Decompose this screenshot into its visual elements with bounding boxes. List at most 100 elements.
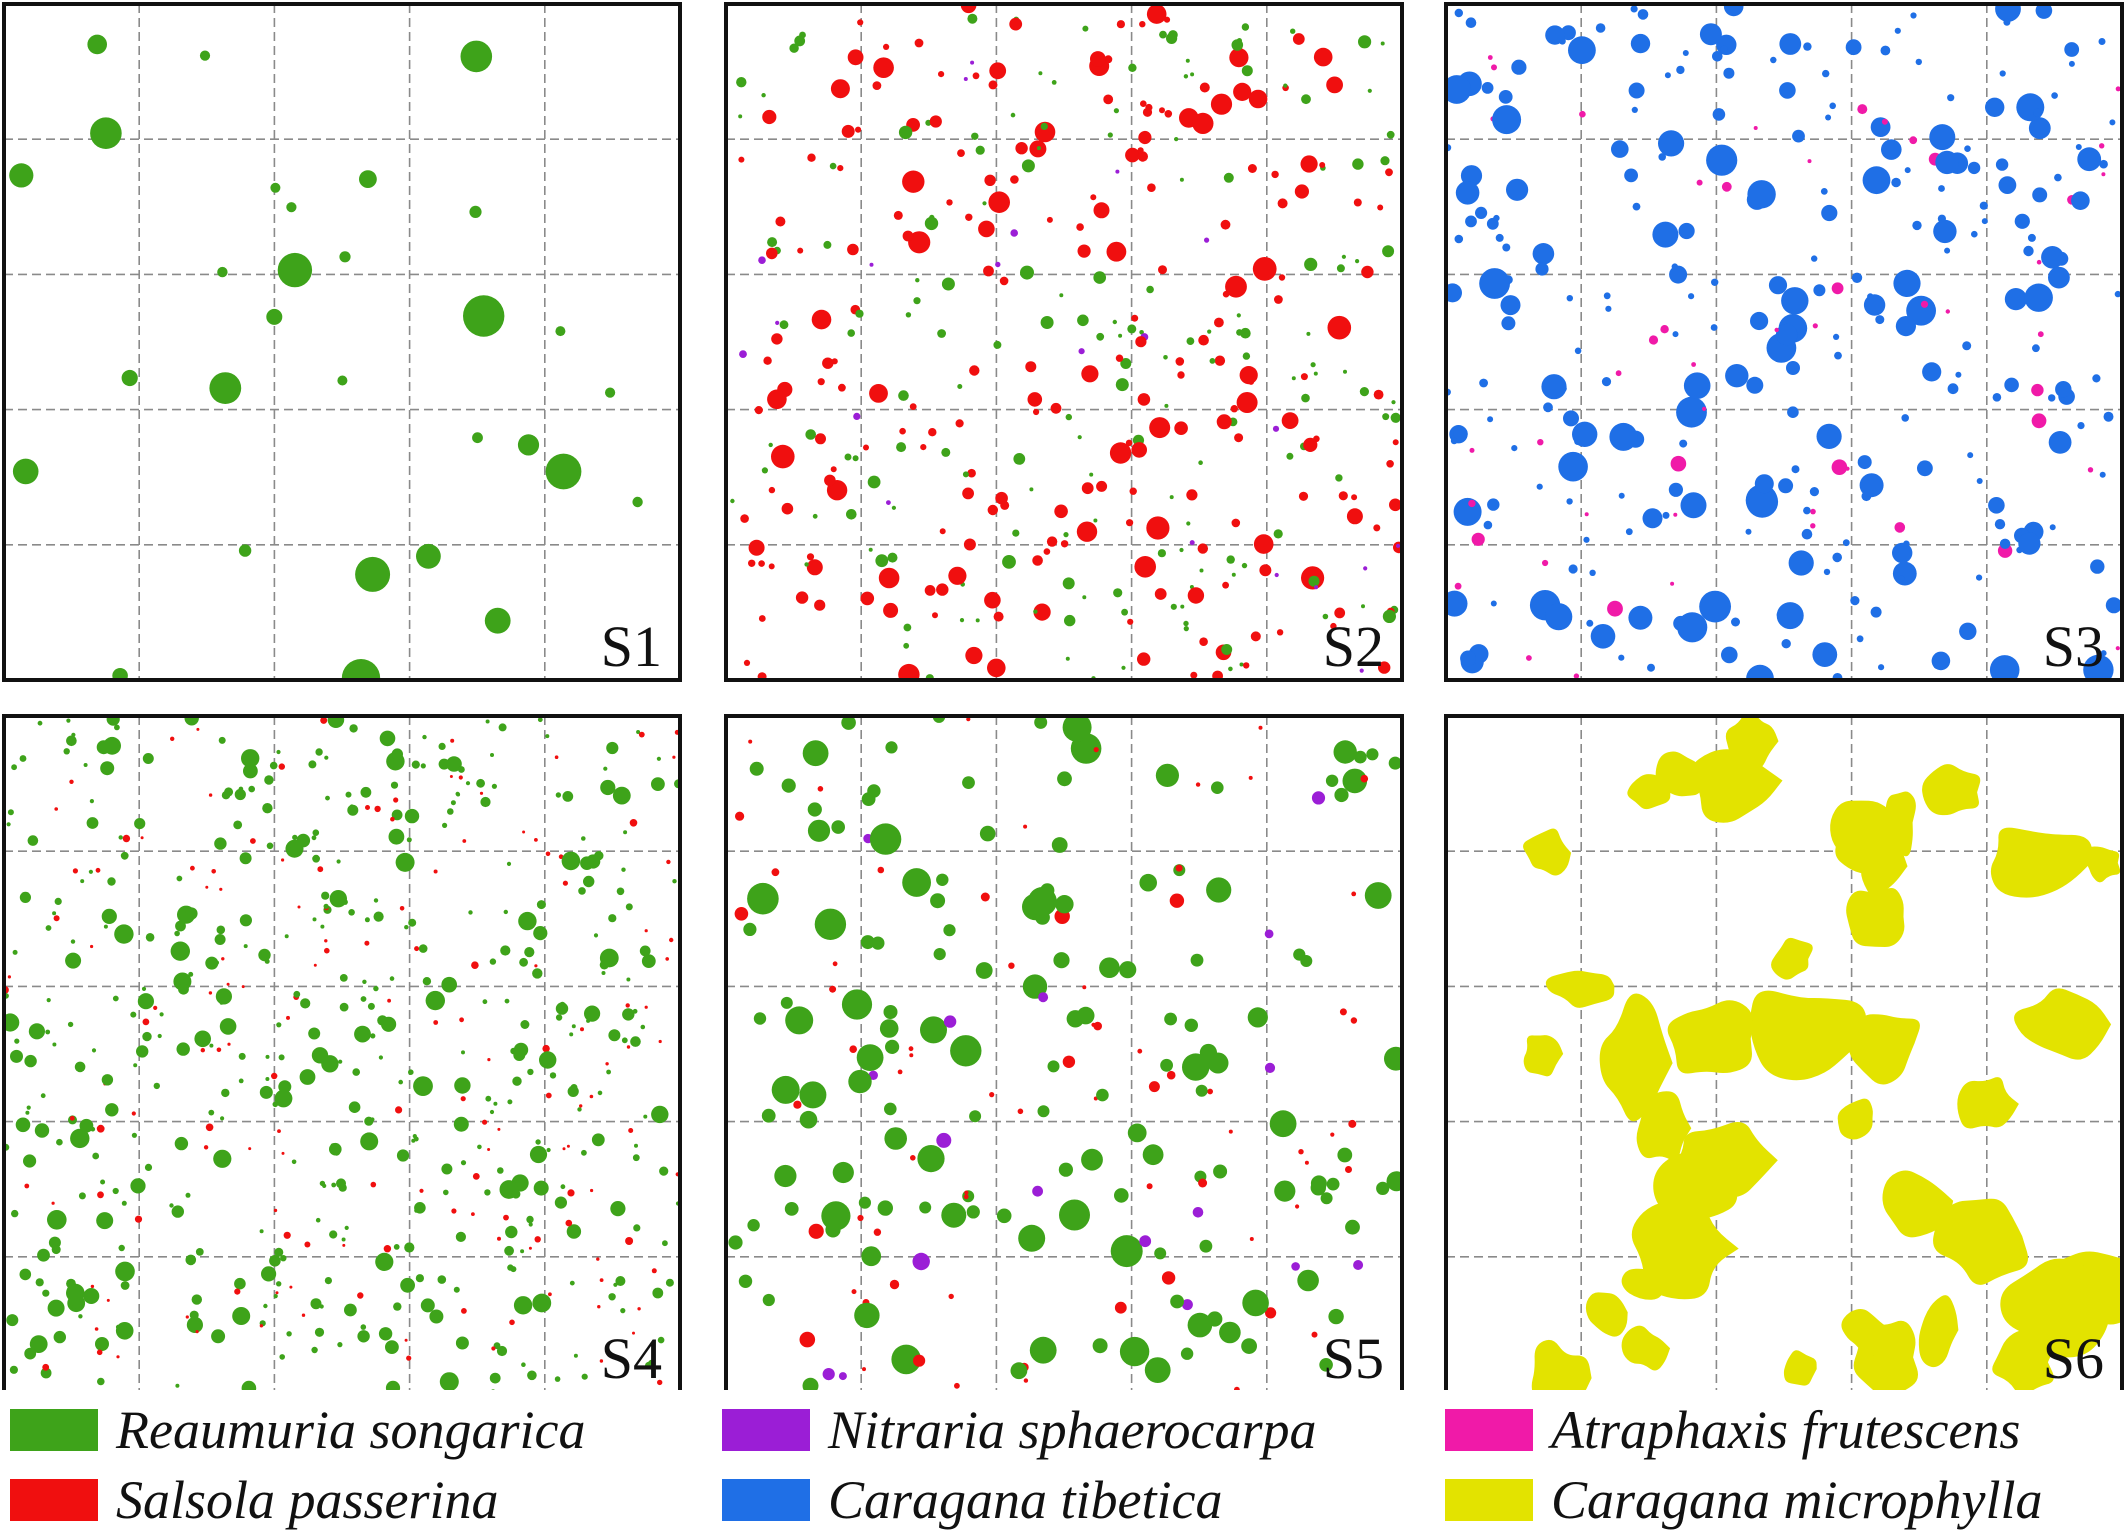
- point-marker: [276, 1281, 282, 1287]
- markers-s6: [1523, 716, 2122, 1390]
- point-marker: [615, 1276, 626, 1286]
- patch-marker: [1599, 993, 1673, 1122]
- point-marker: [1989, 655, 2020, 680]
- point-marker: [1988, 497, 2005, 514]
- point-marker: [1821, 204, 1838, 222]
- point-marker: [391, 809, 403, 821]
- point-marker: [1803, 42, 1812, 51]
- point-marker: [338, 1183, 347, 1192]
- point-marker: [121, 1200, 127, 1206]
- point-marker: [485, 1095, 492, 1102]
- point-marker: [898, 125, 913, 140]
- point-marker: [1313, 47, 1333, 67]
- point-marker: [1077, 435, 1082, 440]
- point-marker: [1230, 405, 1239, 413]
- point-marker: [1127, 618, 1134, 625]
- point-marker: [450, 800, 456, 806]
- point-marker: [1297, 1269, 1319, 1292]
- point-marker: [1146, 516, 1170, 540]
- point-marker: [195, 1248, 204, 1256]
- point-marker: [379, 730, 396, 747]
- point-marker: [545, 1092, 552, 1099]
- point-marker: [1801, 528, 1813, 540]
- point-marker: [621, 867, 626, 872]
- point-marker: [447, 808, 454, 815]
- point-marker: [1511, 59, 1527, 75]
- point-marker: [1192, 1207, 1204, 1218]
- point-marker: [19, 1268, 32, 1281]
- point-marker: [522, 830, 526, 834]
- point-marker: [1082, 595, 1087, 600]
- point-marker: [821, 1201, 851, 1231]
- point-marker: [738, 156, 745, 163]
- point-marker: [264, 958, 270, 964]
- point-marker: [1895, 316, 1916, 337]
- point-marker: [1300, 373, 1308, 381]
- point-marker: [672, 879, 677, 884]
- point-marker: [458, 766, 465, 773]
- point-marker: [71, 1305, 76, 1310]
- patch-marker: [1933, 1198, 2029, 1285]
- point-marker: [987, 658, 1006, 678]
- point-marker: [1359, 668, 1364, 673]
- point-marker: [610, 1201, 626, 1217]
- point-marker: [1335, 474, 1343, 482]
- point-marker: [178, 983, 189, 995]
- point-marker: [2092, 374, 2101, 383]
- point-marker: [213, 1149, 232, 1168]
- point-marker: [220, 1116, 225, 1121]
- point-marker: [1051, 837, 1068, 853]
- point-marker: [312, 829, 320, 836]
- point-marker: [186, 1316, 203, 1333]
- point-marker: [1632, 202, 1641, 211]
- point-marker: [2031, 413, 2047, 429]
- point-marker: [1306, 331, 1311, 336]
- point-marker: [263, 1088, 270, 1096]
- point-marker: [1012, 529, 1020, 537]
- point-marker: [1465, 215, 1477, 228]
- point-marker: [1725, 364, 1749, 388]
- point-marker: [239, 852, 252, 865]
- point-marker: [7, 975, 11, 979]
- point-marker: [313, 963, 317, 967]
- point-marker: [308, 1027, 321, 1040]
- point-marker: [385, 1380, 401, 1390]
- point-marker: [1163, 355, 1168, 360]
- point-marker: [468, 910, 473, 915]
- point-marker: [1212, 670, 1223, 680]
- point-marker: [1211, 781, 1224, 794]
- panel-label: S6: [2043, 1326, 2104, 1390]
- point-marker: [1892, 561, 1917, 586]
- legend-label-caragana-tibetica: Caragana tibetica: [828, 1470, 1223, 1530]
- point-marker: [767, 237, 778, 248]
- point-marker: [42, 1289, 50, 1297]
- point-marker: [579, 1104, 583, 1108]
- point-marker: [120, 851, 129, 860]
- point-marker: [487, 1058, 491, 1062]
- point-marker: [546, 1147, 551, 1153]
- point-marker: [349, 724, 358, 733]
- point-marker: [324, 1277, 332, 1285]
- point-marker: [107, 877, 116, 886]
- point-marker: [1216, 414, 1232, 430]
- point-marker: [1121, 665, 1126, 670]
- point-marker: [855, 309, 864, 318]
- point-marker: [2027, 233, 2036, 242]
- point-marker: [1910, 12, 1917, 19]
- point-marker: [1746, 664, 1774, 680]
- point-marker: [258, 948, 271, 962]
- point-marker: [90, 117, 122, 149]
- point-marker: [1207, 1052, 1229, 1074]
- point-marker: [2032, 344, 2040, 353]
- patch-marker: [1957, 1077, 2019, 1129]
- point-marker: [975, 145, 985, 155]
- point-marker: [95, 867, 101, 873]
- point-marker: [10, 1049, 23, 1063]
- point-marker: [1712, 108, 1726, 121]
- point-marker: [1164, 1012, 1177, 1026]
- point-marker: [1077, 244, 1091, 258]
- point-marker: [537, 717, 543, 723]
- point-marker: [1384, 1046, 1402, 1071]
- point-marker: [1148, 1081, 1160, 1093]
- point-marker: [270, 182, 281, 193]
